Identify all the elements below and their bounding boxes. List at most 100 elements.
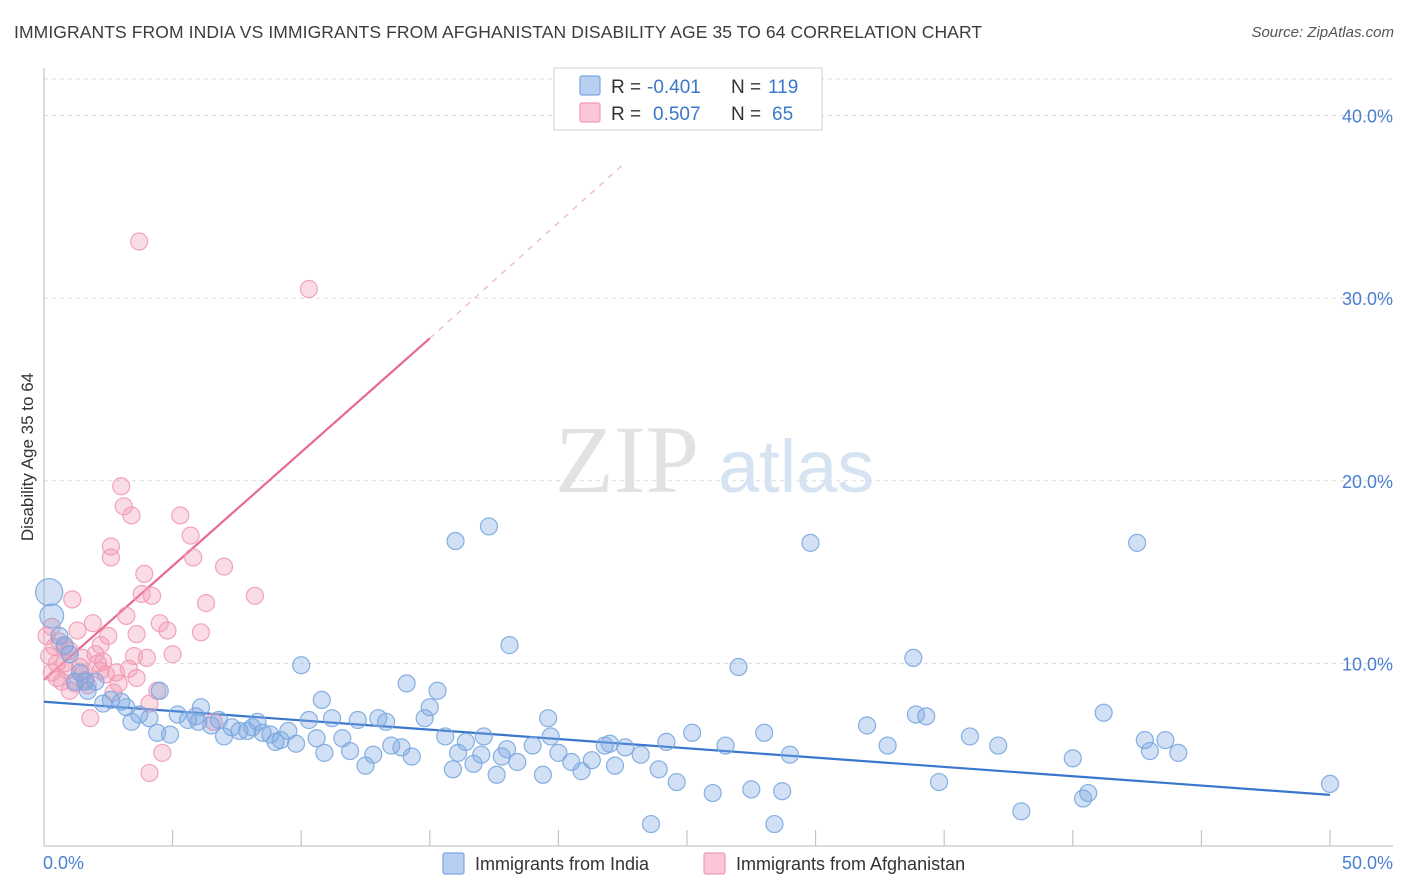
india-point: [960, 727, 980, 746]
afghanistan-point: [63, 590, 82, 609]
india-point: [299, 710, 319, 730]
india-point: [446, 531, 465, 551]
legend-afghanistan-n-value: 65: [772, 104, 793, 125]
india-point: [428, 681, 447, 700]
india-point: [397, 674, 416, 693]
afghanistan-point: [47, 654, 66, 673]
india-point: [1169, 743, 1188, 762]
india-point: [312, 690, 331, 710]
legend-india-n-label: N =: [731, 77, 761, 98]
india-point: [243, 718, 262, 737]
afghanistan-point: [196, 594, 216, 613]
india-point: [929, 772, 949, 792]
chart-source: Source: ZipAtlas.com: [1251, 24, 1394, 41]
afghanistan-point: [137, 648, 156, 668]
india-point: [487, 765, 506, 784]
india-point: [497, 740, 517, 759]
afghanistan-point: [153, 743, 172, 762]
afghanistan-point: [42, 617, 61, 636]
y-axis-label: Disability Age 35 to 64: [18, 373, 37, 541]
legend-india-n-value: 119: [768, 77, 798, 98]
afghanistan-point: [112, 477, 131, 496]
afghanistan-point: [109, 674, 128, 693]
india-point: [1063, 749, 1082, 768]
india-point: [70, 663, 90, 682]
india-point: [479, 517, 499, 536]
series-legend: Immigrants from India Immigrants from Af…: [442, 852, 965, 875]
bottom-legend-swatch-afghanistan: [703, 852, 726, 875]
india-point: [248, 712, 267, 731]
india-point: [86, 672, 105, 691]
grid: [44, 78, 1393, 664]
india-point: [539, 709, 558, 728]
afghanistan-point: [245, 586, 265, 605]
india-point: [600, 734, 619, 753]
india-point: [649, 760, 668, 779]
india-point: [307, 729, 326, 748]
afghanistan-point: [181, 526, 200, 545]
india-point: [549, 743, 568, 762]
series-afghanistan-points: [37, 232, 319, 783]
afghanistan-point: [191, 623, 210, 642]
india-point: [315, 743, 334, 762]
india-point: [150, 681, 169, 700]
legend-swatch-india: [579, 75, 601, 96]
afghanistan-point: [114, 497, 133, 516]
india-point: [1135, 730, 1154, 750]
india-point: [523, 736, 542, 755]
india-point: [420, 698, 439, 717]
india-point: [533, 765, 553, 784]
india-point: [631, 745, 650, 764]
india-point: [50, 626, 69, 646]
bottom-legend-afghanistan-label: Immigrants from Afghanistan: [736, 854, 965, 874]
legend-afghanistan-r-label: R =: [611, 104, 641, 125]
afghanistan-point: [299, 279, 319, 299]
afghanistan-point: [135, 564, 154, 583]
india-point: [286, 734, 306, 753]
india-point: [1127, 533, 1147, 552]
x-tick-label-min: 0.0%: [43, 853, 84, 873]
india-point: [641, 814, 661, 834]
y-tick-label-0: 10.0%: [1342, 654, 1393, 674]
india-point: [292, 656, 311, 675]
y-tick-label-3: 40.0%: [1342, 107, 1393, 127]
india-point: [667, 772, 686, 792]
india-point: [1012, 802, 1031, 821]
india-point: [616, 738, 635, 757]
india-point: [436, 727, 455, 746]
watermark-atlas: atlas: [718, 425, 874, 508]
afghanistan-point: [142, 586, 162, 605]
india-point: [755, 723, 774, 742]
afghanistan-point: [81, 709, 100, 728]
india-point: [904, 648, 923, 668]
india-point: [1079, 783, 1098, 803]
chart-title: IMMIGRANTS FROM INDIA VS IMMIGRANTS FROM…: [14, 22, 983, 42]
india-point: [39, 603, 65, 629]
axes: [43, 68, 1393, 847]
india-point: [716, 736, 735, 755]
india-point: [1140, 741, 1160, 761]
afghanistan-point: [83, 614, 102, 633]
india-point: [989, 736, 1008, 755]
india-point: [271, 730, 290, 750]
india-point: [582, 751, 601, 770]
india-point: [340, 741, 360, 761]
india-point: [191, 698, 210, 717]
india-point: [500, 636, 519, 655]
india-point: [130, 705, 149, 724]
india-point: [780, 745, 799, 764]
india-point: [464, 754, 483, 773]
series-india-points: [34, 517, 1340, 834]
afghanistan-point: [99, 626, 118, 646]
india-point: [474, 727, 493, 746]
india-point: [773, 782, 792, 801]
india-point: [657, 732, 676, 752]
india-point: [140, 709, 159, 728]
india-point: [729, 657, 748, 677]
correlation-legend: R = -0.401 N = 119 R = 0.507 N = 65: [553, 67, 823, 131]
legend-afghanistan-n-label: N =: [731, 104, 761, 125]
india-point: [364, 745, 383, 764]
india-point: [415, 709, 434, 728]
india-point: [857, 716, 877, 735]
